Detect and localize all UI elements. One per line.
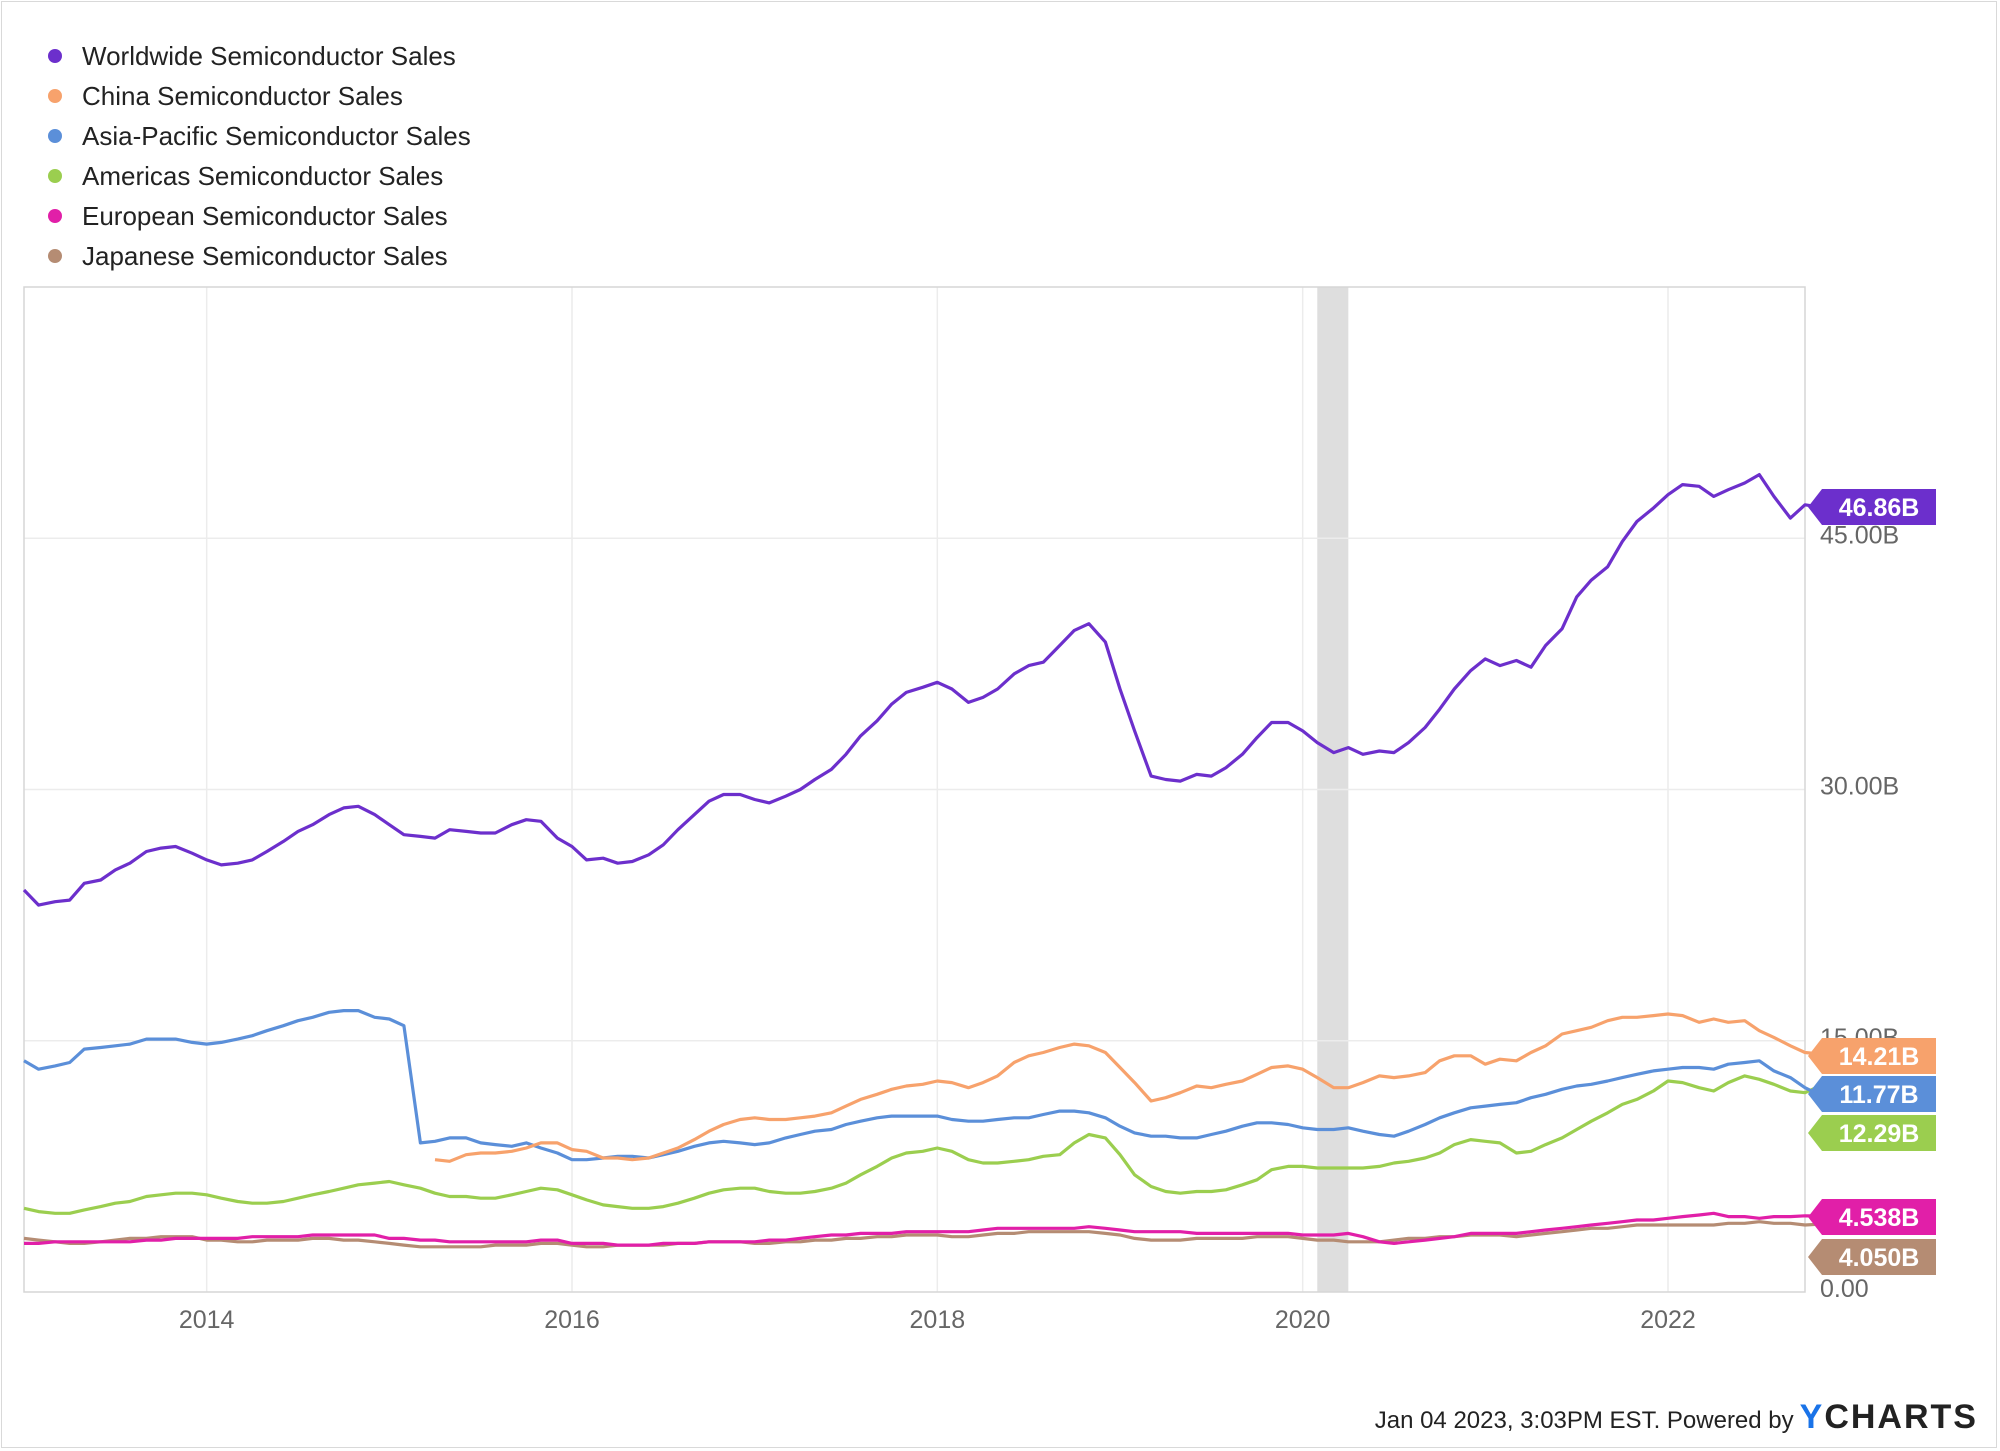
end-value-label: 12.29B [1839, 1120, 1920, 1148]
end-value-label: 4.538B [1839, 1204, 1920, 1232]
series-line [22, 473, 1820, 907]
y-tick-label: 0.00 [1820, 1275, 1869, 1303]
y-tick-label: 30.00B [1820, 773, 1899, 801]
legend-marker-icon [48, 169, 62, 183]
x-tick-label: 2018 [910, 1306, 966, 1334]
legend-item[interactable]: European Semiconductor Sales [48, 196, 471, 236]
legend-label: Japanese Semiconductor Sales [82, 240, 448, 271]
series-line [434, 1012, 1820, 1163]
legend-label: China Semiconductor Sales [82, 80, 403, 111]
end-value-flag [1808, 1115, 1936, 1151]
end-value-flag [1808, 489, 1936, 525]
end-value-label: 11.77B [1839, 1081, 1918, 1109]
end-value-flag [1808, 1239, 1936, 1275]
legend-marker-icon [48, 89, 62, 103]
legend-item[interactable]: Japanese Semiconductor Sales [48, 236, 471, 276]
series-line [23, 1074, 1821, 1215]
end-value-label: 14.21B [1839, 1043, 1920, 1071]
ycharts-logo[interactable]: YCHARTS [1799, 1398, 1978, 1436]
legend-marker-icon [48, 129, 62, 143]
series-line [23, 1220, 1820, 1249]
footer-timestamp: Jan 04 2023, 3:03PM EST. Powered by [1374, 1407, 1794, 1434]
x-tick-label: 2020 [1275, 1306, 1331, 1334]
legend-item[interactable]: Asia-Pacific Semiconductor Sales [48, 116, 471, 156]
legend-marker-icon [48, 209, 62, 223]
legend-item[interactable]: Worldwide Semiconductor Sales [48, 36, 471, 76]
plot-border [23, 286, 1806, 1293]
legend: Worldwide Semiconductor Sales China Semic… [48, 36, 471, 276]
legend-item[interactable]: Americas Semiconductor Sales [48, 156, 471, 196]
legend-marker-icon [48, 249, 62, 263]
legend-label: Worldwide Semiconductor Sales [82, 40, 456, 71]
legend-label: Asia-Pacific Semiconductor Sales [82, 120, 471, 151]
x-tick-label: 2022 [1640, 1306, 1696, 1334]
footer: Jan 04 2023, 3:03PM EST. Powered by YCHA… [1375, 1398, 1978, 1437]
series-line [24, 1211, 1820, 1247]
end-value-flag [1808, 1199, 1936, 1235]
end-value-label: 4.050B [1839, 1244, 1920, 1272]
legend-item[interactable]: China Semiconductor Sales [48, 76, 471, 116]
end-value-flag [1808, 1076, 1936, 1112]
end-value-label: 46.86B [1839, 494, 1920, 522]
series-line [23, 1009, 1821, 1162]
end-value-flag [1808, 1038, 1936, 1074]
x-tick-label: 2014 [179, 1306, 235, 1334]
legend-label: European Semiconductor Sales [82, 200, 448, 231]
legend-label: Americas Semiconductor Sales [82, 160, 444, 191]
x-tick-label: 2016 [544, 1306, 600, 1334]
y-tick-label: 45.00B [1820, 521, 1899, 549]
legend-marker-icon [48, 49, 62, 63]
